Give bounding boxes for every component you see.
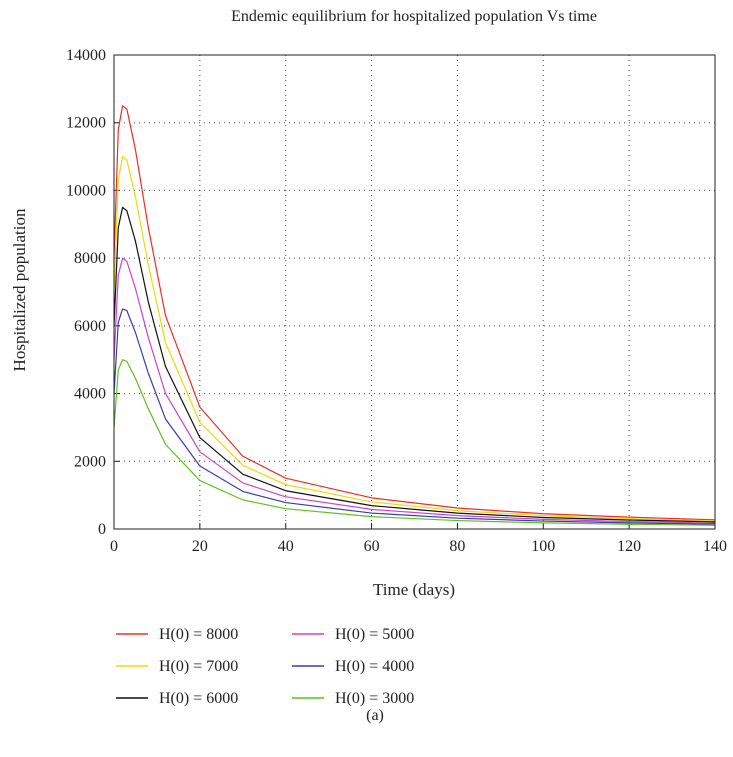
series-line-0 <box>113 105 716 521</box>
figure-caption: (a) <box>366 707 384 724</box>
x-tick-label: 40 <box>278 538 294 555</box>
y-tick-label: 4000 <box>74 386 106 403</box>
series-line-5 <box>113 359 716 526</box>
x-tick-label: 120 <box>617 538 641 555</box>
y-axis-label: Hospitalized population <box>10 208 29 371</box>
legend-label-2: H(0) = 6000 <box>159 690 238 707</box>
ticks: 0 20 40 60 80 100 120 140 0 2000 4000 6000 8000 10000… <box>66 47 727 555</box>
series-line-4 <box>113 308 716 525</box>
legend-label-4: H(0) = 4000 <box>335 658 414 675</box>
x-tick-label: 0 <box>110 538 118 555</box>
legend: H(0) = 8000 H(0) = 7000 H(0) = 6000 H(0) = … <box>116 626 414 707</box>
series-line-2 <box>113 206 716 523</box>
x-tick-label: 60 <box>364 538 380 555</box>
y-tick-label: 2000 <box>74 453 106 470</box>
y-tick-label: 0 <box>98 521 106 538</box>
x-tick-label: 20 <box>192 538 208 555</box>
legend-label-1: H(0) = 7000 <box>159 658 238 675</box>
chart-title: Endemic equilibrium for hospitalized pop… <box>231 8 597 25</box>
series-lines <box>113 105 716 526</box>
x-tick-label: 80 <box>449 538 465 555</box>
y-tick-label: 14000 <box>66 47 106 64</box>
plot-frame <box>113 54 716 530</box>
x-axis-label: Time (days) <box>373 580 455 599</box>
legend-label-0: H(0) = 8000 <box>159 626 238 643</box>
series-line-3 <box>113 257 716 524</box>
series-line-1 <box>113 155 716 522</box>
y-tick-label: 10000 <box>66 182 106 199</box>
y-tick-label: 8000 <box>74 250 106 267</box>
x-tick-label: 100 <box>531 538 555 555</box>
legend-label-3: H(0) = 5000 <box>335 626 414 643</box>
x-tick-label: 140 <box>703 538 727 555</box>
grid <box>114 55 715 529</box>
y-tick-label: 12000 <box>66 115 106 132</box>
legend-label-5: H(0) = 3000 <box>335 690 414 707</box>
y-tick-label: 6000 <box>74 318 106 335</box>
